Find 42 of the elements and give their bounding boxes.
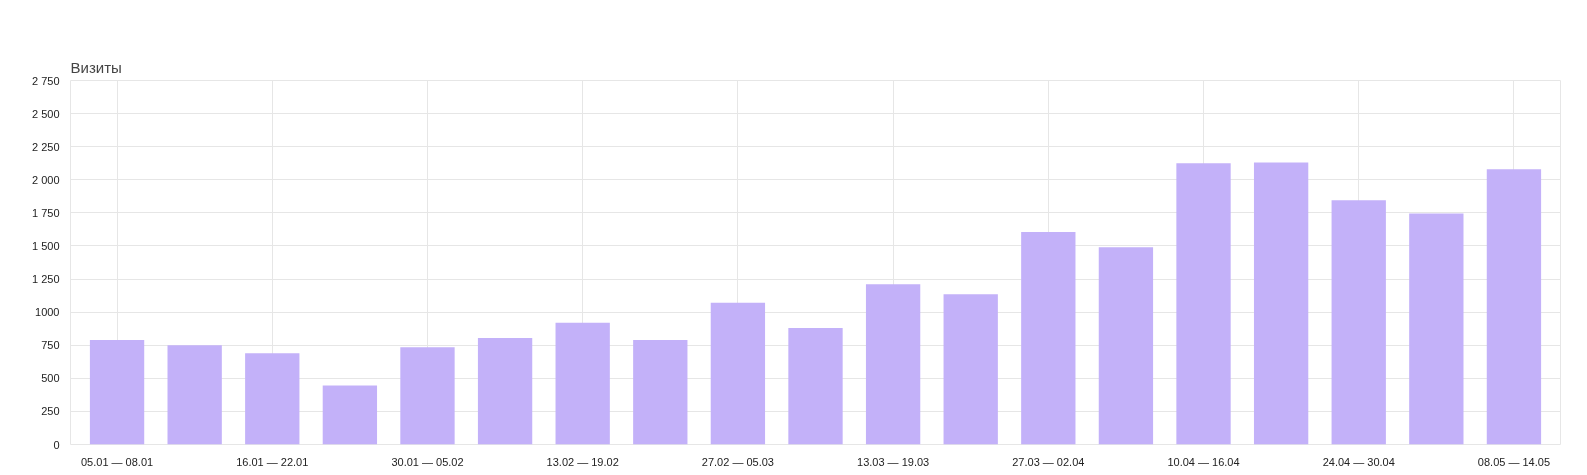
bar [400,347,455,445]
bar [1486,169,1542,445]
y-tick-label: 250 [41,405,60,418]
bar [167,345,222,445]
bar [555,322,610,445]
bar [1253,162,1309,445]
bar [1098,247,1154,445]
y-tick-label: 2 500 [31,107,60,120]
x-tick-label: 30.01 — 05.02 [391,455,464,468]
x-tick-label: 13.02 — 19.02 [546,455,619,468]
y-tick-label: 1 250 [31,273,60,286]
y-tick-label: 2 250 [31,140,60,153]
bar [710,302,766,445]
bar [245,353,300,445]
bar [788,328,843,445]
bar [89,339,145,445]
chart-title: Визиты [70,58,122,76]
y-tick-label: 1 750 [31,206,60,219]
x-tick-label: 16.01 — 22.01 [236,455,309,468]
y-tick-label: 500 [41,372,60,385]
y-tick-label: 0 [53,438,60,451]
bar [1409,213,1464,445]
x-tick-label: 05.01 — 08.01 [80,455,154,468]
bar [322,385,378,445]
bar [1176,163,1231,445]
y-tick-label: 1000 [35,306,60,319]
bar [1021,232,1076,445]
bar [1331,200,1386,445]
x-tick-label: 27.02 — 05.03 [701,455,774,468]
bar [943,294,998,445]
y-tick-label: 2 000 [31,173,60,186]
bar [633,339,688,445]
y-tick-label: 750 [41,339,60,352]
x-tick-label: 10.04 — 16.04 [1167,455,1240,468]
x-tick-label: 24.04 — 30.04 [1322,455,1395,468]
x-tick-label: 13.03 — 19.03 [857,455,930,468]
bar [477,337,533,445]
y-tick-label: 2 750 [31,74,60,87]
x-tick-label: 27.03 — 02.04 [1012,455,1085,468]
bar [865,284,921,445]
y-tick-label: 1 500 [31,239,60,252]
x-tick-label: 08.05 — 14.05 [1477,455,1551,468]
